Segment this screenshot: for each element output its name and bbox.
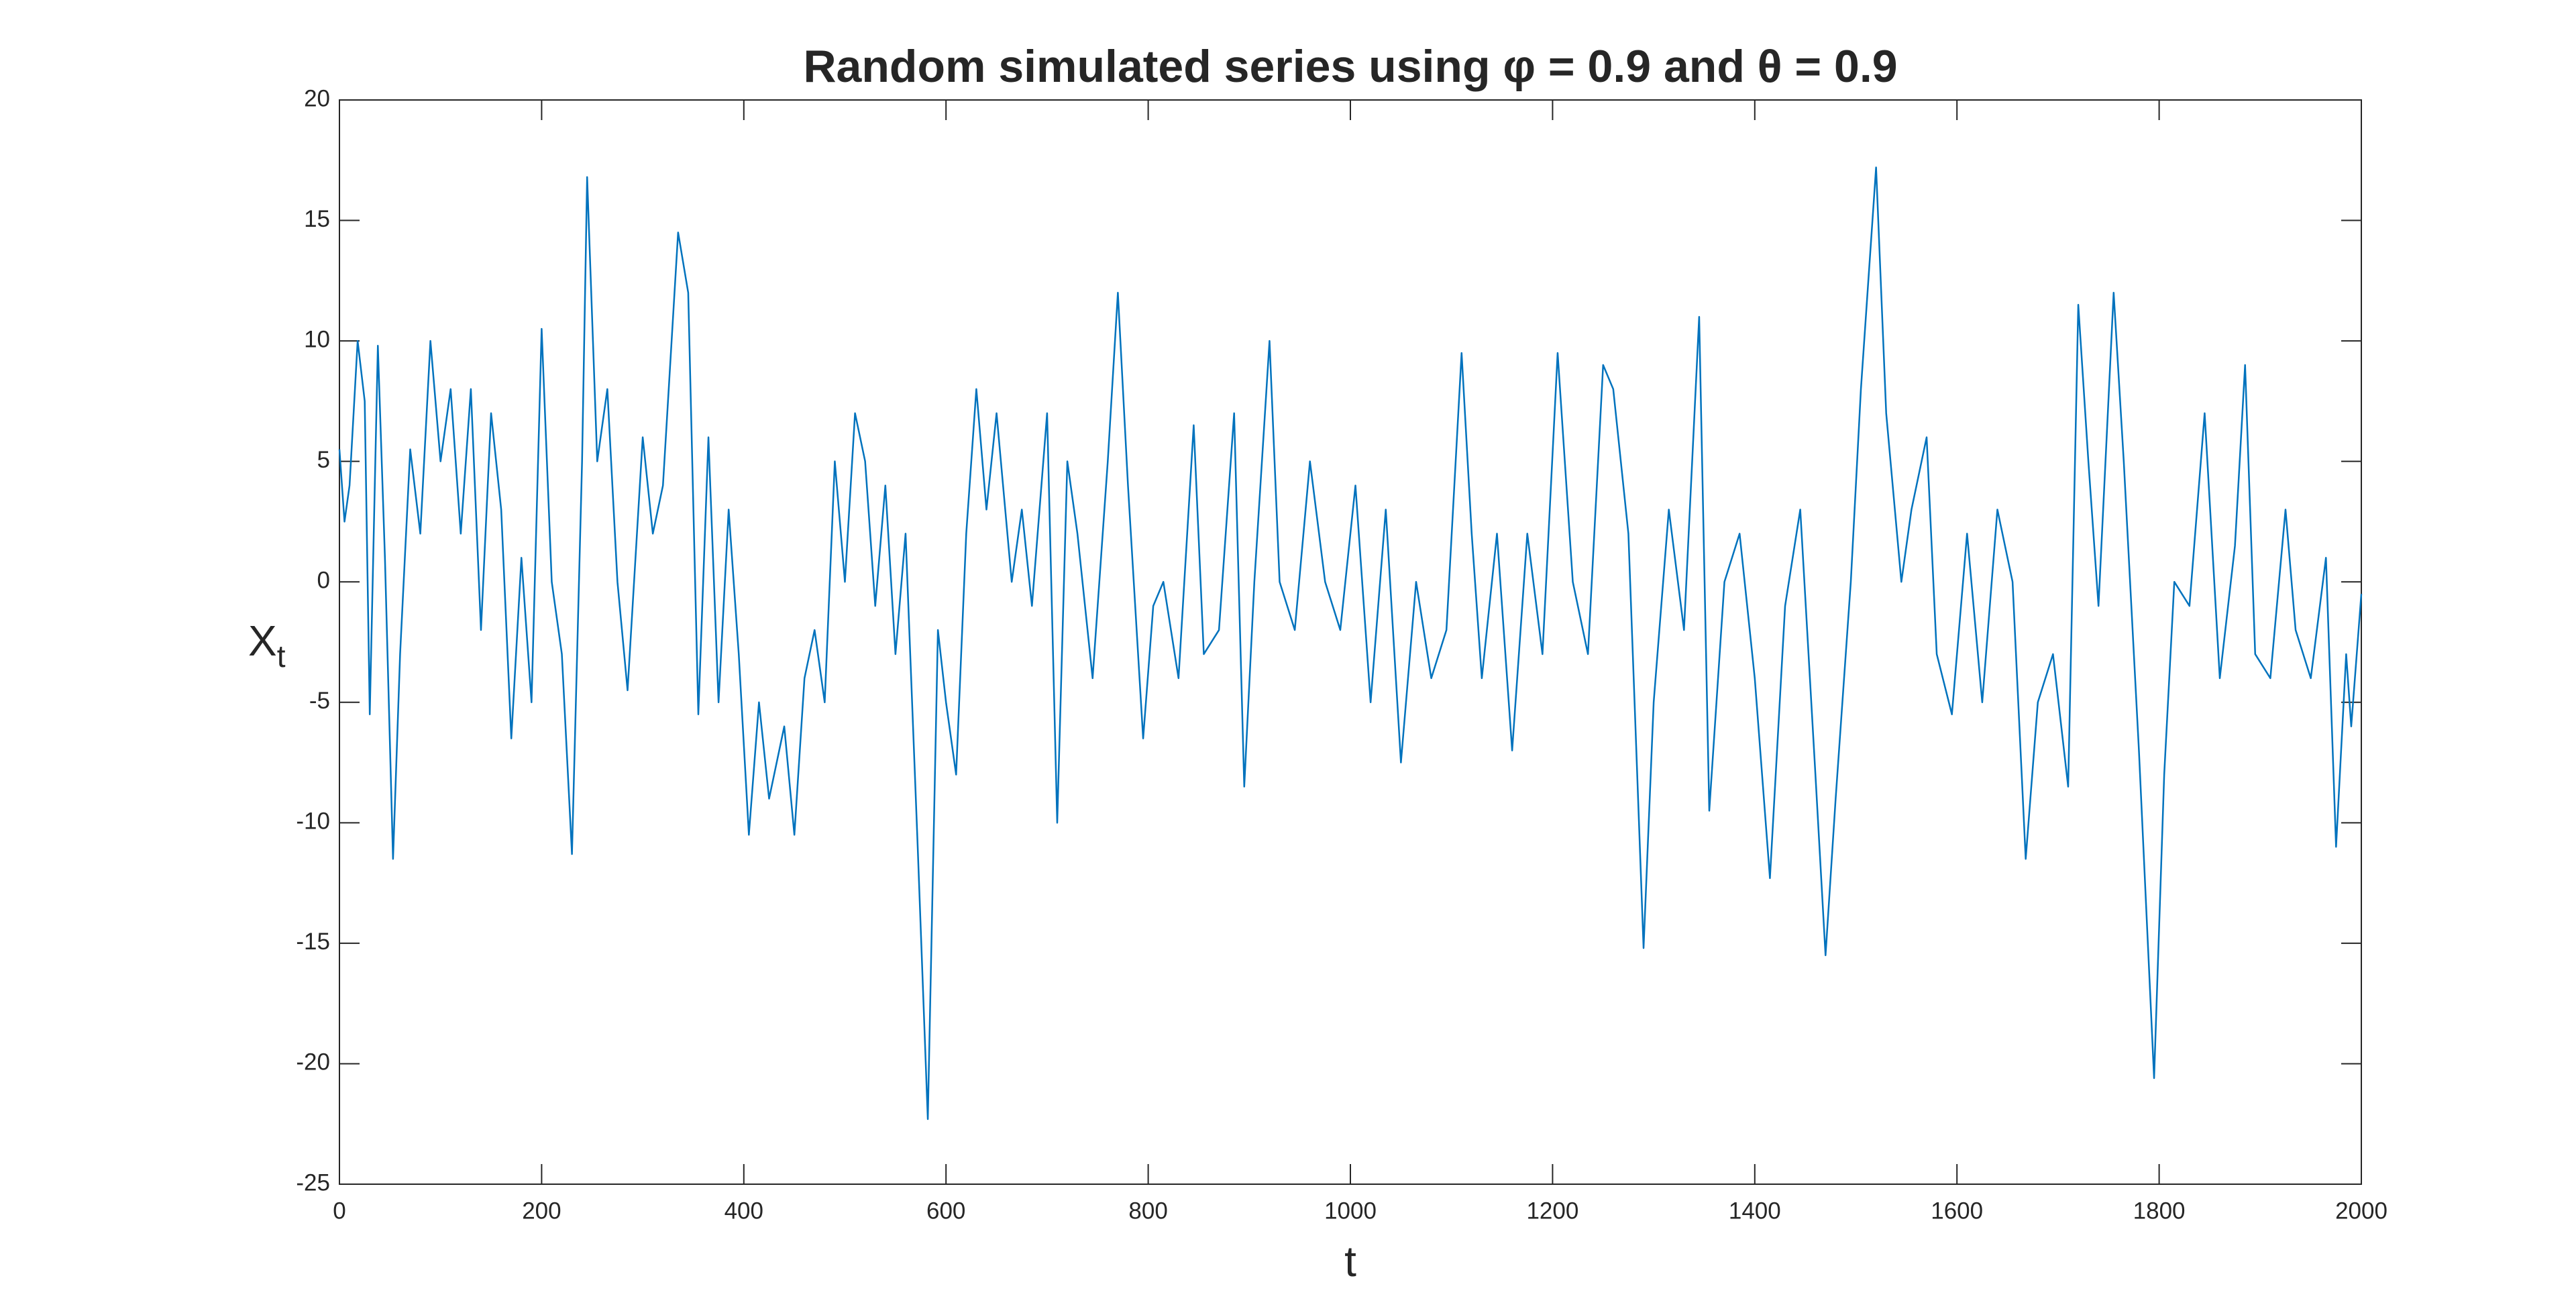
- y-tick-label: 15: [304, 206, 330, 232]
- y-tick-label: -25: [296, 1169, 330, 1196]
- y-tick-label: -10: [296, 808, 330, 835]
- y-tick-label: 20: [304, 85, 330, 111]
- y-tick-label: 10: [304, 326, 330, 352]
- y-axis-label-subscript: t: [277, 639, 286, 674]
- x-tick-label: 1800: [2133, 1198, 2186, 1224]
- y-tick-label: -20: [296, 1049, 330, 1075]
- x-tick-label: 400: [724, 1198, 763, 1224]
- series-line: [338, 166, 2363, 1120]
- x-tick-label: 1000: [1324, 1198, 1377, 1224]
- x-axis-label: t: [1344, 1237, 1356, 1285]
- x-tick-label: 1400: [1729, 1198, 1781, 1224]
- y-tick-label: -5: [309, 688, 330, 714]
- x-tick-label: 1200: [1526, 1198, 1578, 1224]
- x-tick-label: 200: [522, 1198, 561, 1224]
- y-tick-label: 0: [317, 567, 330, 593]
- x-tick-label: 2000: [2335, 1198, 2387, 1224]
- chart-title: Random simulated series using φ = 0.9 an…: [803, 41, 1897, 92]
- x-tick-label: 1600: [1931, 1198, 1983, 1224]
- x-tick-label: 800: [1128, 1198, 1167, 1224]
- y-axis-label-base: X: [248, 617, 277, 665]
- y-axis-label: Xt: [248, 617, 286, 674]
- x-tick-label: 600: [926, 1198, 965, 1224]
- plot-area: [339, 99, 2362, 1185]
- x-tick-label: 0: [333, 1198, 345, 1224]
- y-tick-label: 5: [317, 447, 330, 473]
- y-tick-label: -15: [296, 929, 330, 955]
